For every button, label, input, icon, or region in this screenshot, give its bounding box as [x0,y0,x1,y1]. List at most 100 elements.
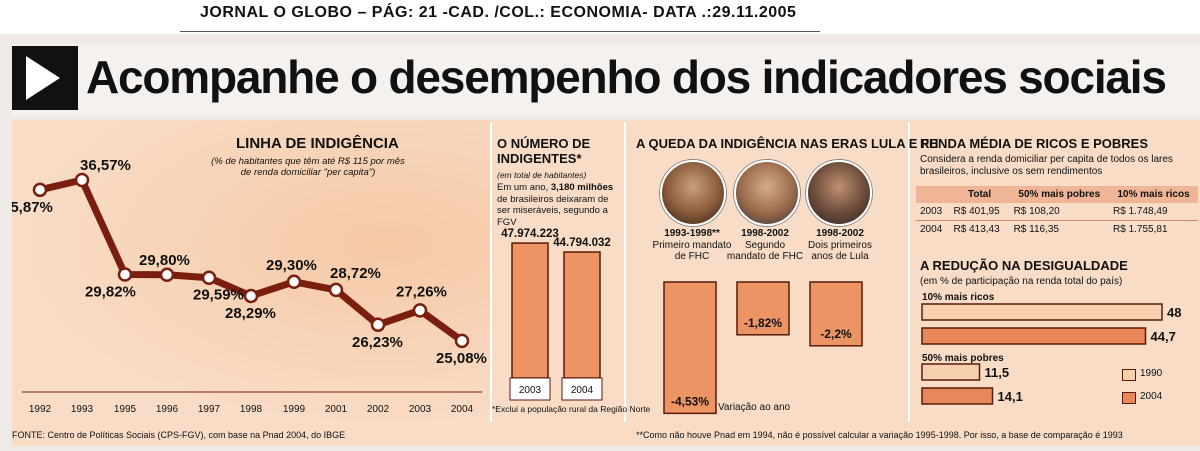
lula-portrait [806,160,872,226]
bar-value-label: 14,1 [998,389,1023,404]
x-tick-label: 1992 [29,404,52,415]
data-point [286,274,302,290]
queda-axis-note: Variação ao ano [718,402,791,413]
indigentes-title: O NÚMERO DE INDIGENTES* [497,136,591,166]
bar [663,281,717,415]
bar [921,303,1163,321]
bar [921,327,1147,345]
indigentes-chart: 47.974.223 2003 44.794.032 2004 [501,228,611,401]
data-label: 29,80% [139,252,190,269]
renda-cell: R$ 401,95 [953,206,1000,217]
renda-cell: R$ 116,35 [1013,224,1059,235]
divider [908,122,910,422]
queda-caption-3: Dois primeiros anos de Lula [808,240,872,262]
data-label: 35,87% [12,199,53,216]
newspaper-header: JORNAL O GLOBO – PÁG: 21 -CAD. /COL.: EC… [200,4,797,21]
renda-col-1: Total [967,189,992,200]
category-label: 2004 [571,385,594,396]
data-point [328,282,344,298]
data-label: 36,57% [80,157,131,174]
renda-cell: R$ 413,43 [953,224,1000,235]
bar [921,387,994,405]
play-icon [26,56,60,100]
queda-period-3: 1998-2002 [816,228,864,239]
indigentes-subtitle: (em total de habitantes) [497,170,587,180]
footnote-pnad: **Como não houve Pnad em 1994, não é pos… [636,430,1123,440]
queda-chart: -4,53% -1,82% -2,2% [663,281,863,415]
indigentes-note-bold: 3,180 milhões [550,182,614,193]
table-row: 2004 R$ 413,43 R$ 116,35 R$ 1.755,81 [916,220,1198,239]
bar-value-label: 44,7 [1151,329,1176,344]
category-box [561,377,603,401]
group-label-ricos: 10% mais ricos [922,292,995,303]
category-label: 2003 [519,385,542,396]
data-label: 28,72% [330,265,381,282]
data-point [201,270,217,285]
queda-caption-1: Primeiro mandato de FHC [652,240,732,262]
queda-period-1: 1993-1998** [664,228,720,239]
bar [563,251,601,379]
bar [809,281,863,347]
x-tick-label: 1993 [71,404,94,415]
x-tick-label: 2001 [325,404,348,415]
x-tick-label: 2003 [409,404,432,415]
data-point [159,267,175,283]
x-tick-label: 1997 [198,404,221,415]
legend-label-1990: 1990 [1140,368,1163,379]
data-point [370,317,386,333]
bar-value-label: 11,5 [985,365,1010,380]
x-tick-label: 2004 [451,404,474,415]
bar-value-label: -1,82% [744,316,782,330]
renda-subtitle: Considera a renda domiciliar per capita … [920,154,1173,177]
line-chart-title: LINHA DE INDIGÊNCIA [236,135,399,152]
data-point [243,288,259,304]
x-tick-label: 2002 [367,404,390,415]
bar [511,242,549,379]
x-tick-label: 1995 [114,404,137,415]
title-bar [12,44,1200,116]
renda-title: RENDA MÉDIA DE RICOS E POBRES [920,136,1149,151]
queda-title: A QUEDA DA INDIGÊNCIA NAS ERAS LULA E FH [636,136,939,151]
renda-col-3: 10% mais ricos [1117,189,1190,200]
renda-cell: 2003 [920,206,943,217]
desigualdade-subtitle: (em % de participação na renda total do … [920,276,1123,287]
renda-cell: R$ 108,20 [1013,206,1060,217]
bar-value-label: 47.974.223 [501,228,559,240]
data-label: 27,26% [396,283,447,300]
header-rule [180,31,820,32]
legend-label-2004: 2004 [1140,391,1163,402]
table-row: 2003 R$ 401,95 R$ 108,20 R$ 1.748,49 [916,203,1198,221]
bar-value-label: -2,2% [820,327,852,341]
indigentes-note-pre: Em um ano, [497,182,551,193]
data-point [454,333,470,349]
indigentes-footnote: *Exclui a população rural da Região Nort… [492,404,651,414]
divider [490,122,492,422]
category-box [509,377,551,401]
line-chart-subtitle: (% de habitantes que têm até R$ 115 por … [211,156,405,178]
data-label: 29,59% [193,287,244,304]
line-chart: 35,87% 1992 36,57% 1993 29,82% 1995 29,80% 1996… [12,157,487,415]
renda-table: Total 50% mais pobres 10% mais ricos 200… [916,186,1198,238]
bar-value-label: -4,53% [671,394,709,408]
panel-illustration-glow [12,120,492,430]
data-point [32,182,48,198]
headline: Acompanhe o desempenho dos indicadores s… [86,51,1167,103]
data-label: 25,08% [436,350,487,367]
divider [624,122,626,422]
bar-value-label: 48 [1167,305,1181,320]
data-point [412,303,428,318]
fhc-portrait-2 [734,160,800,226]
renda-col-2: 50% mais pobres [1018,189,1101,200]
indigentes-note-post: de brasileiros deixaram de ser miserávei… [497,193,609,228]
group-label-pobres: 50% mais pobres [922,353,1004,364]
legend-swatch-1990 [1122,369,1136,381]
x-tick-label: 1996 [156,404,179,415]
x-tick-label: 1999 [283,404,306,415]
queda-period-2: 1998-2002 [741,228,789,239]
bar [921,363,981,381]
renda-cell: 2004 [920,224,943,235]
renda-cell: R$ 1.755,81 [1113,224,1168,235]
bar [736,281,790,336]
bar-value-label: 44.794.032 [553,237,611,249]
renda-cell: R$ 1.748,49 [1113,206,1168,217]
